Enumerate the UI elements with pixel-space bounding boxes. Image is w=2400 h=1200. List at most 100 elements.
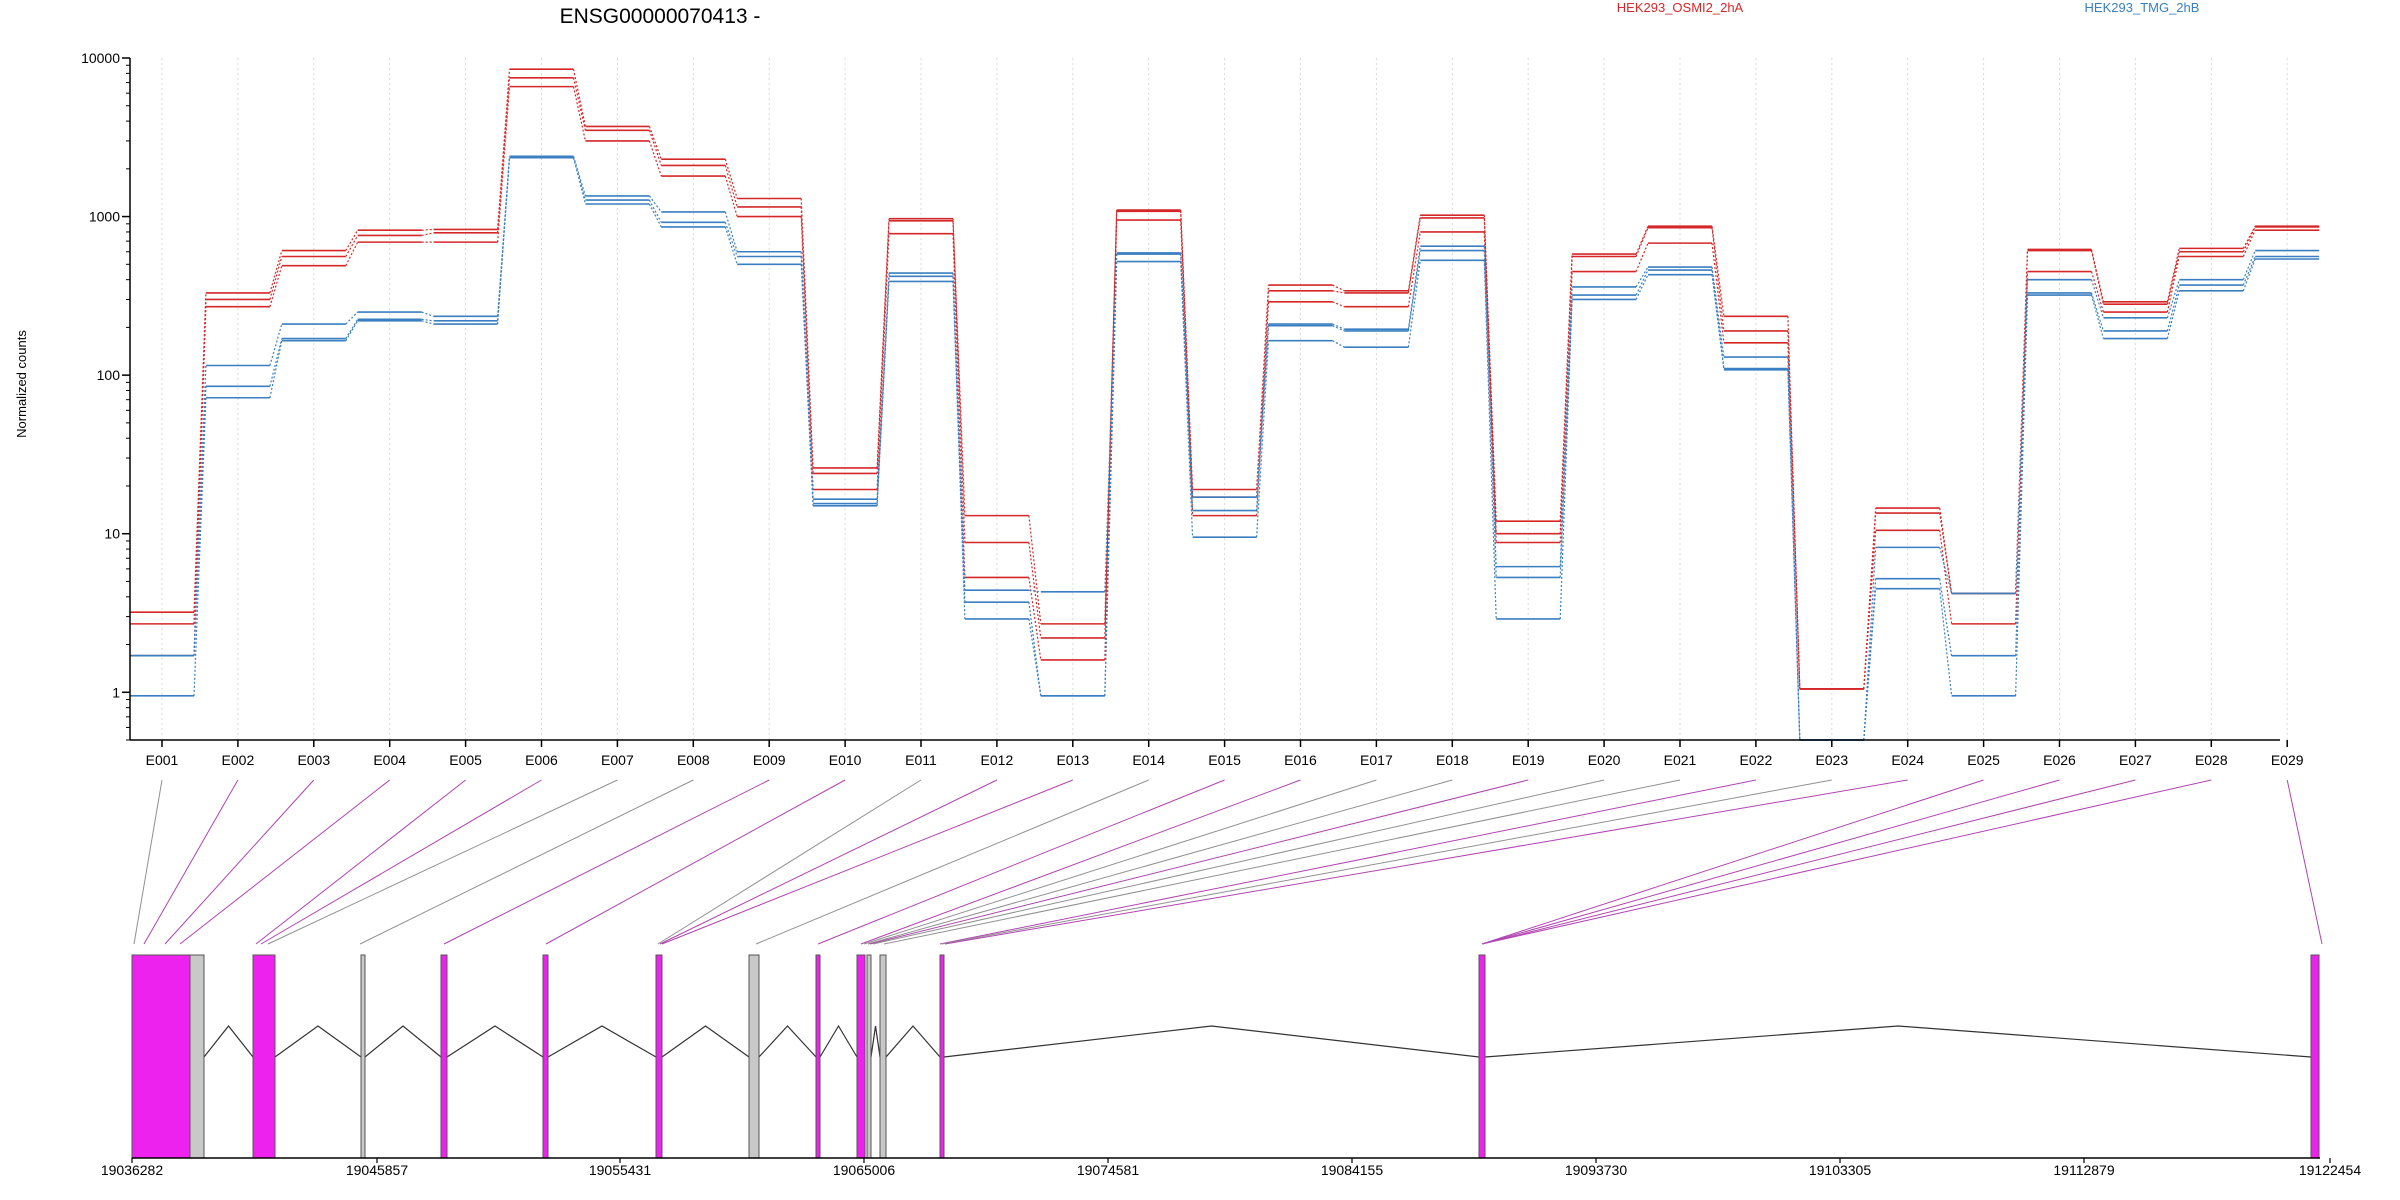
- exon-connector-line: [657, 779, 922, 945]
- x-tick-label: E024: [1891, 752, 1924, 768]
- series-connector: [1332, 284, 1345, 292]
- x-tick-label: E013: [1056, 752, 1089, 768]
- series-connector: [1407, 246, 1421, 330]
- x-tick-label: E016: [1284, 752, 1317, 768]
- series-connector: [1256, 290, 1270, 498]
- intron-line: [870, 1025, 881, 1058]
- x-tick-label: E001: [146, 752, 179, 768]
- series-connector: [1559, 299, 1573, 619]
- series-connector: [269, 338, 283, 387]
- intron-line: [819, 1024, 858, 1058]
- x-tick-label: E004: [373, 752, 406, 768]
- series-connector: [1863, 588, 1877, 741]
- genome-axis-label: 19084155: [1321, 1162, 1384, 1178]
- exon-connector-line: [661, 779, 1073, 945]
- series-connector: [572, 156, 586, 197]
- series-connector: [2166, 290, 2180, 339]
- x-tick-label: E020: [1588, 752, 1621, 768]
- exon-connector-line: [817, 779, 1225, 945]
- axes: 1 10 100 1000 10000 E001 E002 E003 E004 E005 E006 E…: [81, 50, 2304, 768]
- series-connector: [269, 265, 283, 307]
- exon-block: [1478, 954, 1486, 1159]
- series-connector: [1559, 271, 1573, 543]
- series-connector: [1711, 243, 1725, 343]
- exon-block: [131, 954, 191, 1159]
- series-connector: [1635, 266, 1649, 288]
- gene-model-track: 19036282 19045857 19055431 19065006 19074581…: [101, 954, 2361, 1178]
- exon-connector-line: [443, 779, 770, 945]
- series-connector: [952, 281, 966, 619]
- exon-connector-line: [944, 779, 1908, 945]
- series-connector: [1180, 220, 1194, 516]
- series-connector: [648, 126, 662, 160]
- series-connector: [1863, 530, 1877, 689]
- series-connector: [2242, 226, 2256, 253]
- series-connector: [2242, 250, 2256, 280]
- intron-line: [274, 1025, 362, 1058]
- series-connector: [952, 218, 966, 516]
- series-connector: [269, 340, 283, 398]
- series-connector: [1787, 369, 1801, 741]
- series-connector: [724, 165, 738, 208]
- series-connector: [1407, 215, 1421, 291]
- series-connector: [421, 311, 434, 317]
- x-tick-label: E010: [829, 752, 862, 768]
- series-connector: [345, 318, 359, 339]
- series-connector: [1939, 578, 1953, 656]
- exon-connector-line: [867, 779, 1453, 945]
- exon-connector-line: [860, 779, 1301, 945]
- x-tick-label: E015: [1208, 752, 1241, 768]
- series-connector: [1939, 512, 1953, 594]
- grid-layer: [161, 58, 2288, 740]
- intron-line: [446, 1025, 544, 1058]
- series-connector: [2166, 279, 2180, 318]
- exon-block: [542, 954, 549, 1159]
- series-connector: [1483, 260, 1497, 619]
- exon-block: [252, 954, 276, 1159]
- series-connector: [2015, 279, 2029, 594]
- series-connector: [2090, 249, 2104, 302]
- exon-connector-line: [143, 779, 239, 945]
- x-tick-label: E027: [2119, 752, 2152, 768]
- series-connector: [1104, 261, 1118, 696]
- series-connector: [572, 69, 586, 127]
- exon-block: [866, 954, 872, 1159]
- x-tick-label: E018: [1436, 752, 1469, 768]
- chart-title: ENSG00000070413 -: [560, 5, 761, 28]
- series-connector: [421, 318, 434, 322]
- x-tick-label: E025: [1967, 752, 2000, 768]
- series-connector: [800, 206, 814, 474]
- x-tick-label: E017: [1360, 752, 1393, 768]
- series-connector: [2166, 251, 2180, 305]
- series-connector: [193, 292, 207, 613]
- x-tick-label: E008: [677, 752, 710, 768]
- exon-connector-line: [260, 779, 542, 945]
- genome-axis-label: 19112879: [2053, 1162, 2114, 1178]
- series-connector: [497, 77, 511, 233]
- intron-line: [1484, 1025, 2312, 1058]
- x-tick-label: E014: [1132, 752, 1165, 768]
- series-connector: [2242, 229, 2256, 257]
- series-connector: [572, 157, 586, 205]
- series-connector: [1635, 227, 1649, 257]
- series-connector: [1407, 231, 1421, 307]
- exon-block: [748, 954, 760, 1159]
- series-connector: [1559, 295, 1573, 578]
- series-connector: [572, 157, 586, 201]
- intron-line: [364, 1025, 442, 1058]
- series-connector: [1711, 267, 1725, 358]
- x-tick-label: E019: [1512, 752, 1545, 768]
- series-connector: [572, 77, 586, 131]
- x-tick-label: E023: [1815, 752, 1848, 768]
- series-connector: [724, 175, 738, 217]
- series-connector: [345, 320, 359, 341]
- exon-block: [815, 954, 821, 1159]
- series-connector: [1028, 515, 1042, 624]
- genome-axis-label: 19093730: [1565, 1162, 1628, 1178]
- x-tick-label: E026: [2043, 752, 2076, 768]
- exon-connector-line: [1481, 779, 1984, 945]
- series-connector: [269, 323, 283, 366]
- series-connector: [2090, 250, 2104, 305]
- series-connector: [1635, 225, 1649, 255]
